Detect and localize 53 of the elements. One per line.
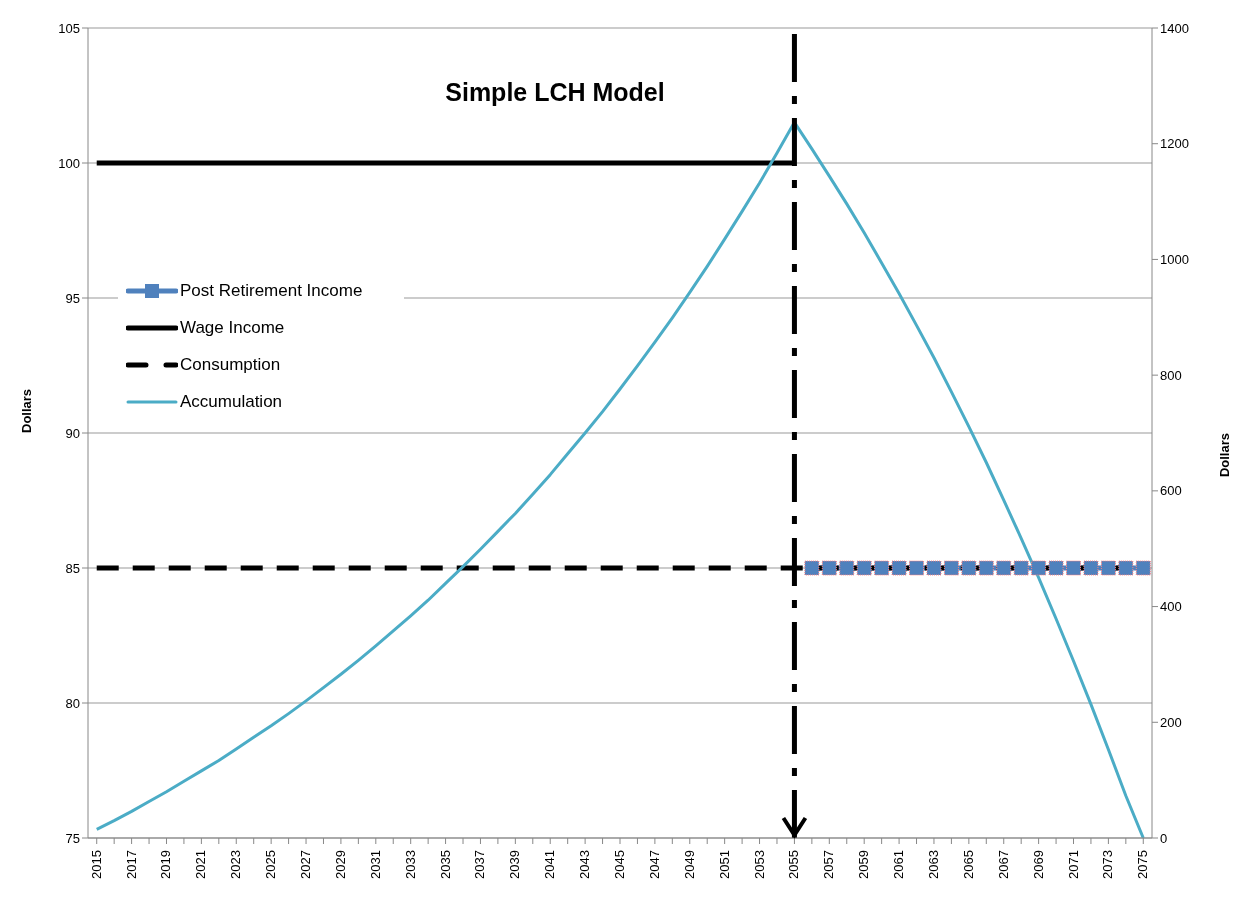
x-tick-label: 2045 — [612, 850, 627, 879]
x-tick-label: 2065 — [960, 850, 976, 879]
y-tick-label: 95 — [65, 290, 80, 306]
y2-tick-label: 200 — [1160, 714, 1182, 730]
x-tick-label: 2031 — [367, 850, 383, 879]
x-tick-label: 2035 — [437, 850, 453, 879]
x-tick-label: 2063 — [925, 850, 941, 879]
x-tick-label: 2047 — [646, 850, 662, 879]
x-tick-label: 2029 — [332, 850, 348, 879]
x-tick-label: 2053 — [751, 850, 767, 879]
x-tick-label: 2059 — [856, 850, 872, 879]
y2-axis-title: Dollars — [1216, 433, 1232, 478]
y2-tick-label: 800 — [1160, 367, 1182, 383]
x-tick-label: 2015 — [88, 850, 104, 879]
x-tick-label: 2027 — [298, 850, 314, 879]
y2-tick-label: 0 — [1160, 830, 1168, 846]
x-tick-label: 2039 — [507, 850, 523, 879]
legend-label: Wage Income — [180, 317, 285, 338]
x-tick-label: 2073 — [1100, 850, 1116, 879]
y2-tick-label: 600 — [1160, 483, 1182, 499]
y-tick-label: 90 — [65, 425, 80, 441]
x-tick-label: 2069 — [1030, 850, 1046, 879]
y2-tick-label: 1200 — [1160, 136, 1189, 152]
x-tick-label: 2023 — [228, 850, 244, 879]
x-tick-label: 2049 — [681, 850, 697, 879]
x-tick-label: 2017 — [123, 850, 139, 879]
x-tick-label: 2019 — [158, 850, 174, 879]
x-tick-label: 2033 — [402, 850, 418, 879]
x-tick-label: 2021 — [193, 850, 209, 879]
x-tick-label: 2037 — [472, 850, 488, 879]
y2-tick-label: 1000 — [1160, 252, 1189, 268]
y-tick-label: 75 — [65, 830, 80, 846]
x-tick-label: 2043 — [577, 850, 593, 879]
y2-tick-label: 1400 — [1160, 20, 1189, 36]
legend-label: Post Retirement Income — [180, 280, 363, 301]
x-tick-label: 2075 — [1135, 850, 1151, 879]
x-tick-label: 2071 — [1065, 850, 1081, 879]
x-tick-label: 2055 — [786, 850, 802, 879]
x-tick-label: 2025 — [263, 850, 279, 879]
x-tick-label: 2057 — [821, 850, 837, 879]
y-tick-label: 100 — [58, 155, 80, 171]
x-tick-label: 2061 — [891, 850, 907, 879]
text: Simple LCH Model — [444, 78, 666, 107]
x-tick-label: 2067 — [995, 850, 1011, 879]
y2-tick-label: 400 — [1160, 599, 1182, 615]
legend-label: Accumulation — [180, 391, 283, 412]
x-tick-label: 2041 — [542, 850, 558, 879]
y-tick-label: 80 — [65, 695, 80, 711]
y-tick-label: 105 — [58, 20, 80, 36]
x-tick-label: 2051 — [716, 850, 732, 879]
legend-label: Consumption — [180, 354, 281, 375]
y-tick-label: 85 — [65, 560, 80, 576]
y-axis-title: Dollars — [18, 388, 34, 433]
